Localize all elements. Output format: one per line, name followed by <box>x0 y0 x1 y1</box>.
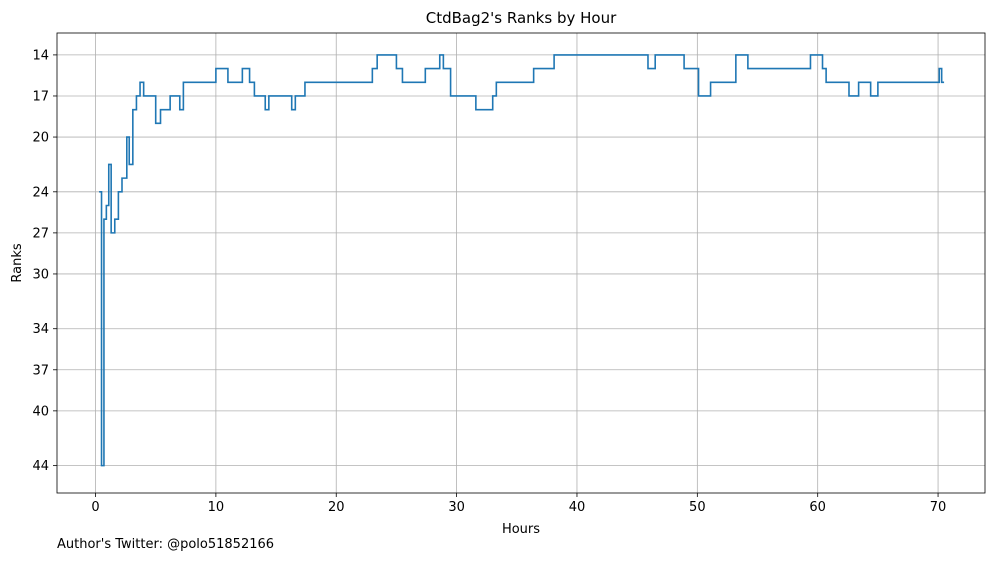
y-tick-label: 37 <box>32 363 49 378</box>
y-tick-label: 34 <box>32 322 49 337</box>
x-tick-label: 60 <box>809 500 826 515</box>
y-tick-label: 14 <box>32 48 49 63</box>
x-tick-label: 50 <box>689 500 706 515</box>
x-tick-label: 20 <box>328 500 345 515</box>
y-axis-label: Ranks <box>10 243 25 282</box>
x-tick-label: 10 <box>208 500 225 515</box>
y-axis: 14 17 20 24 27 30 34 37 40 44 <box>32 48 57 474</box>
plot-frame <box>56 32 986 494</box>
y-tick-label: 30 <box>32 267 49 282</box>
y-tick-label: 40 <box>32 404 49 419</box>
grid-lines <box>57 33 985 493</box>
x-axis: 0 10 20 30 40 50 60 70 <box>91 493 946 515</box>
y-tick-label: 27 <box>32 226 49 241</box>
x-tick-label: 70 <box>930 500 947 515</box>
y-tick-label: 24 <box>32 185 49 200</box>
series-group <box>99 54 945 467</box>
x-tick-label: 40 <box>569 500 586 515</box>
chart-title: CtdBag2's Ranks by Hour <box>426 9 617 27</box>
x-tick-label: 30 <box>448 500 465 515</box>
y-tick-label: 44 <box>32 459 49 474</box>
y-tick-label: 17 <box>32 89 49 104</box>
author-credit: Author's Twitter: @polo51852166 <box>57 537 275 552</box>
x-tick-label: 0 <box>91 500 99 515</box>
y-tick-label: 20 <box>32 131 49 146</box>
x-axis-label: Hours <box>502 522 540 537</box>
rank-step-line <box>99 54 945 467</box>
